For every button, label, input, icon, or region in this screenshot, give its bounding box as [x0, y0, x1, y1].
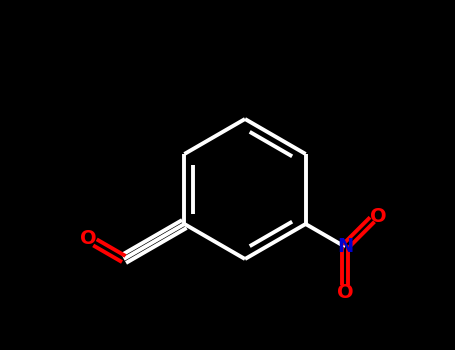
Text: O: O	[81, 229, 97, 248]
Text: O: O	[337, 284, 354, 302]
Text: N: N	[337, 237, 353, 256]
Text: O: O	[370, 207, 387, 226]
